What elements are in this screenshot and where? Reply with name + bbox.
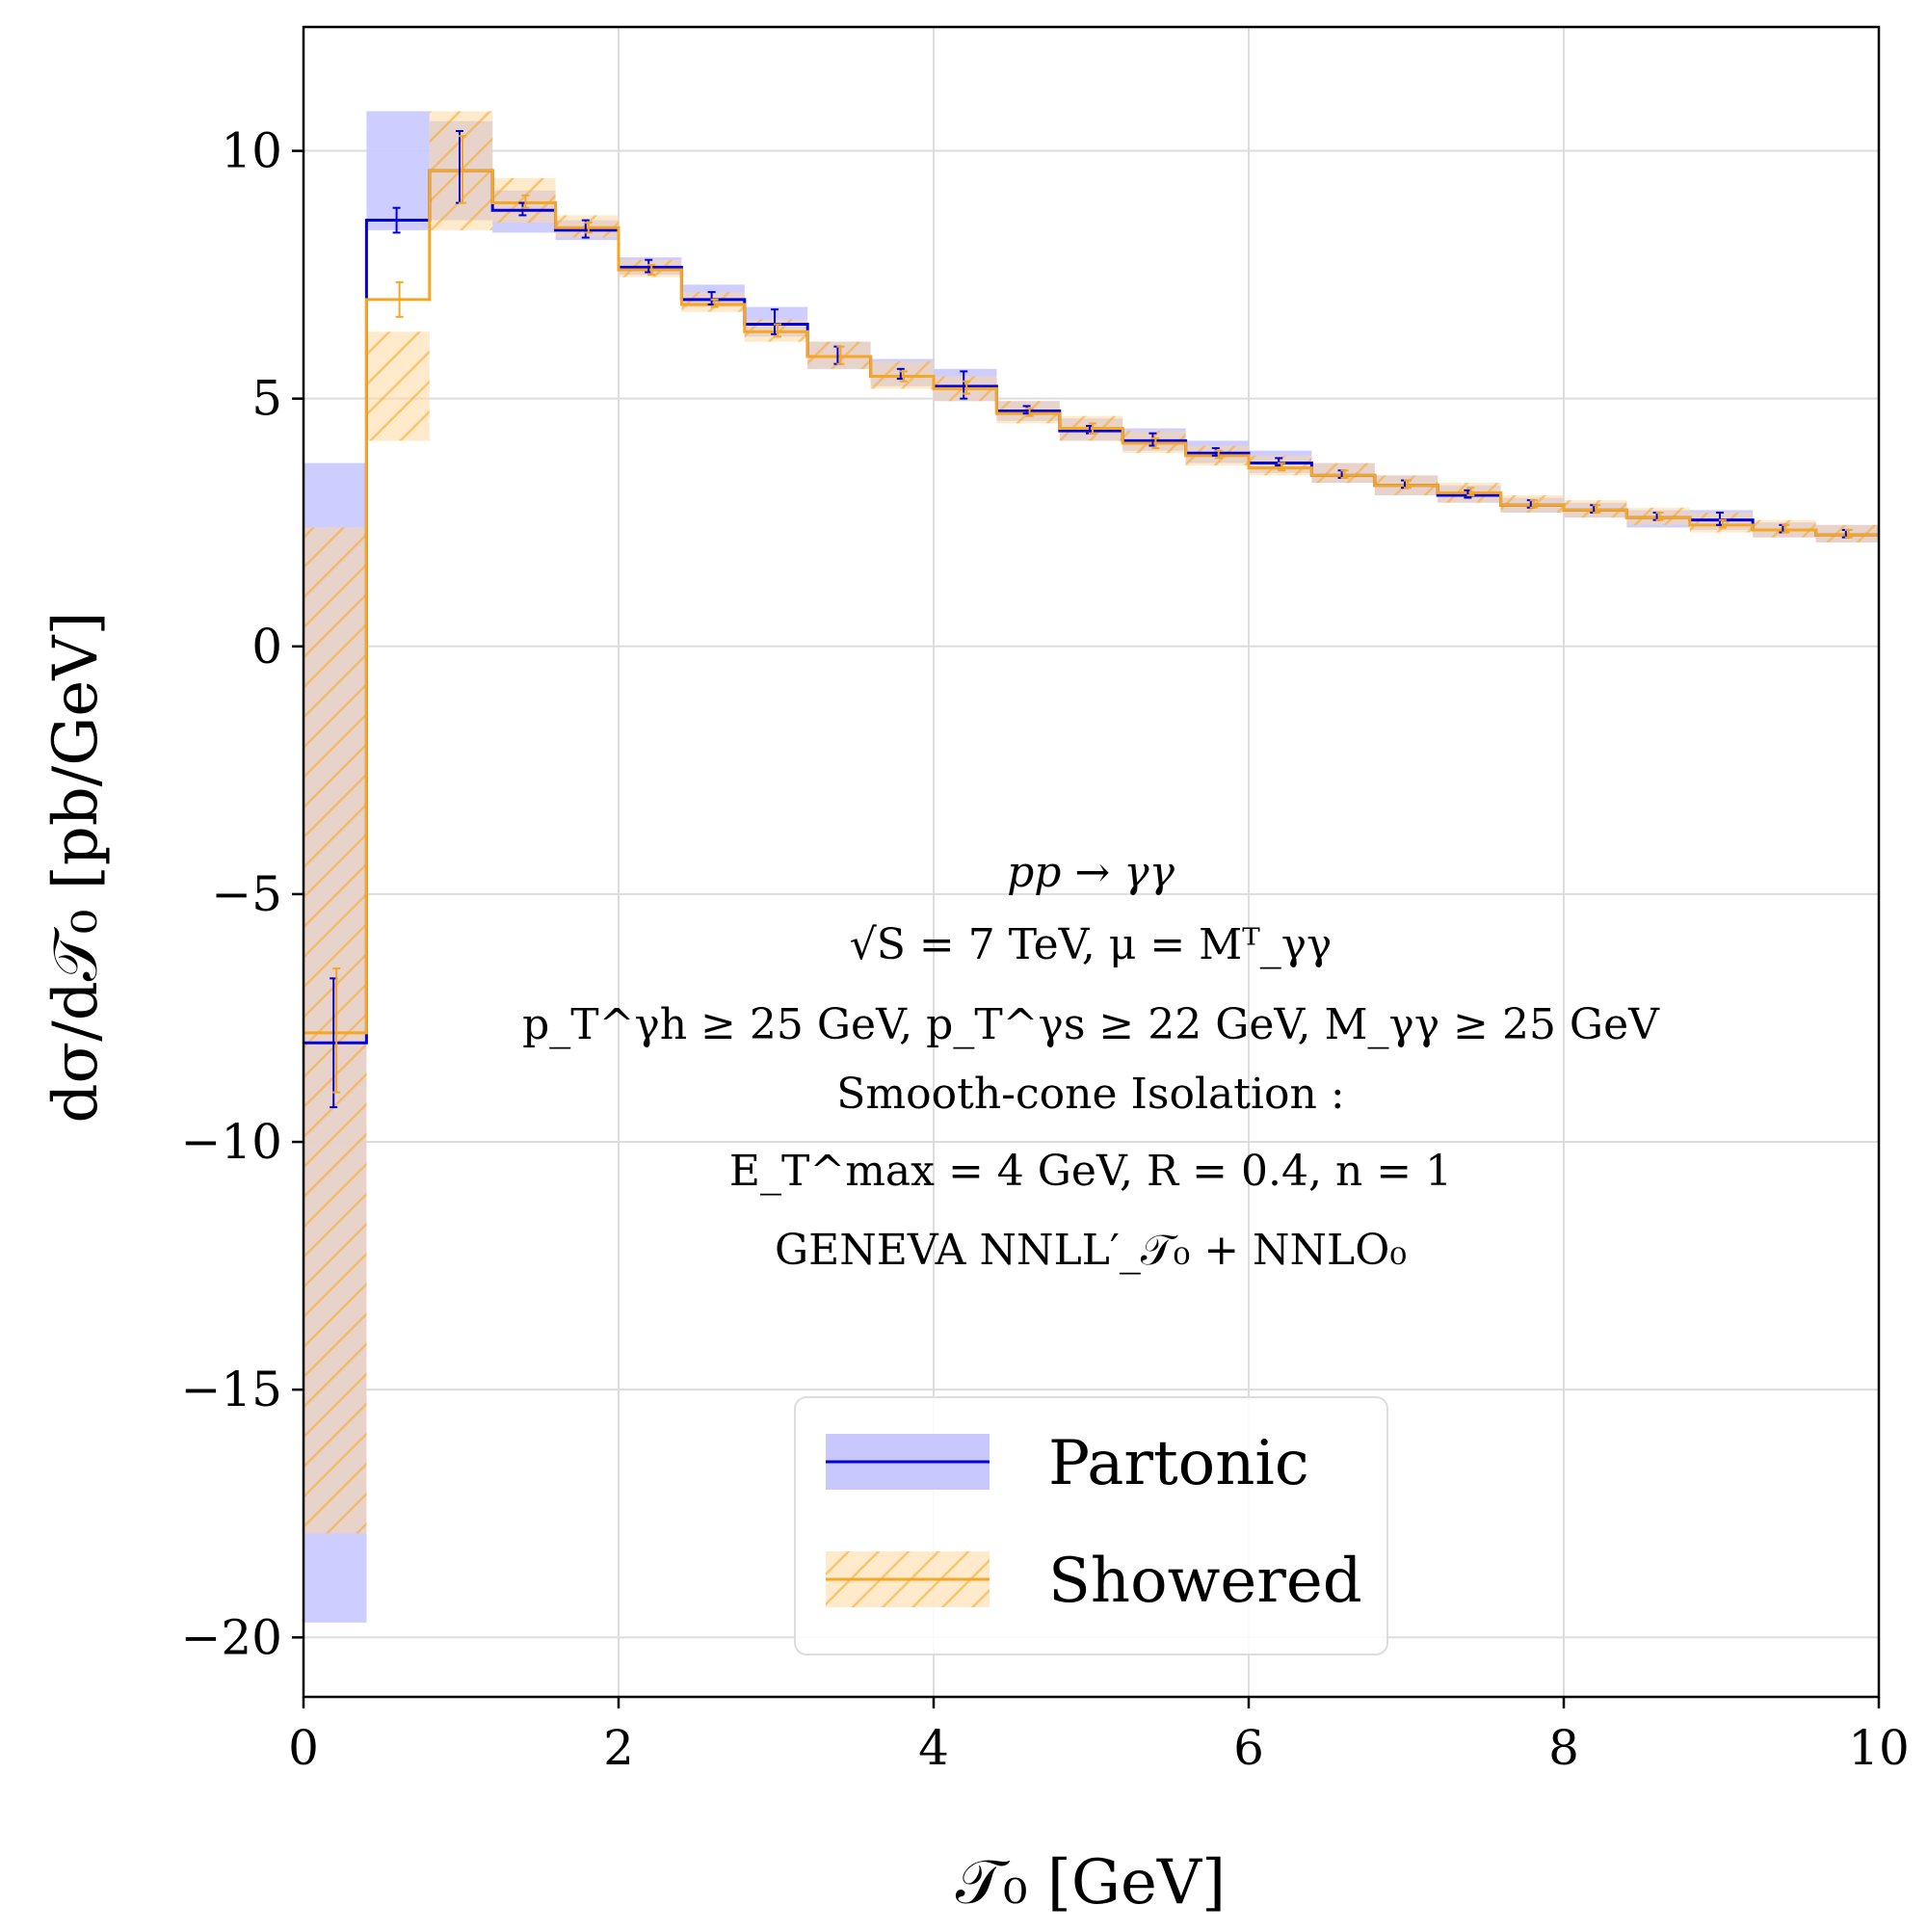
showered-band-bin bbox=[1311, 463, 1375, 484]
annotation-energy-scale: √S = 7 TeV, μ = Mᵀ_γγ bbox=[850, 920, 1333, 969]
plot-frame bbox=[302, 25, 1881, 1699]
showered-band-bin bbox=[681, 292, 745, 312]
y-tick-label: 5 bbox=[251, 371, 282, 427]
y-tick-label: −5 bbox=[211, 866, 282, 922]
showered-band-bin bbox=[366, 331, 430, 441]
x-tick-label: 6 bbox=[1233, 1720, 1264, 1776]
y-axis-title: dσ/d𝒯₀ [pb/GeV] bbox=[40, 612, 112, 1124]
y-tick-label: −10 bbox=[180, 1114, 282, 1170]
legend: Partonic Showered bbox=[794, 1396, 1388, 1655]
x-tick-label: 10 bbox=[1848, 1720, 1910, 1776]
axis-ticks: 0 2 4 6 8 10 −20 −15 −10 −5 0 5 10 bbox=[180, 123, 1909, 1776]
partonic-band-bin bbox=[366, 111, 430, 230]
legend-showered-label: Showered bbox=[1048, 1546, 1362, 1617]
y-tick-label: −15 bbox=[180, 1362, 282, 1417]
x-tick-label: 2 bbox=[603, 1720, 634, 1776]
x-axis-title: 𝒯₀ [GeV] bbox=[956, 1847, 1226, 1919]
annotation-isolation-params: E_T^max = 4 GeV, R = 0.4, n = 1 bbox=[729, 1147, 1452, 1196]
y-tick-label: 10 bbox=[221, 123, 282, 179]
y-tick-label: −20 bbox=[180, 1609, 282, 1665]
y-tick-label: 0 bbox=[251, 619, 282, 675]
partonic-step-line bbox=[304, 169, 1879, 1045]
x-tick-label: 4 bbox=[918, 1720, 949, 1776]
annotation-cuts: p_T^γh ≥ 25 GeV, p_T^γs ≥ 22 GeV, M_γγ ≥… bbox=[522, 1000, 1660, 1049]
showered-step-line bbox=[304, 169, 1879, 1035]
showered-band-bin bbox=[1689, 512, 1754, 533]
error-bars bbox=[330, 129, 1853, 1109]
legend-partonic-label: Partonic bbox=[1048, 1428, 1309, 1499]
x-tick-label: 0 bbox=[288, 1720, 319, 1776]
series-lines bbox=[304, 169, 1879, 1045]
x-tick-label: 8 bbox=[1548, 1720, 1579, 1776]
annotation-block: pp → γγ √S = 7 TeV, μ = Mᵀ_γγ p_T^γh ≥ 2… bbox=[522, 848, 1660, 1275]
showered-band-bin bbox=[304, 527, 367, 1534]
annotation-isolation: Smooth-cone Isolation : bbox=[836, 1070, 1344, 1119]
annotation-process: pp → γγ bbox=[1007, 848, 1175, 897]
annotation-geneva: GENEVA NNLL′_𝒯₀ + NNLO₀ bbox=[775, 1226, 1407, 1275]
